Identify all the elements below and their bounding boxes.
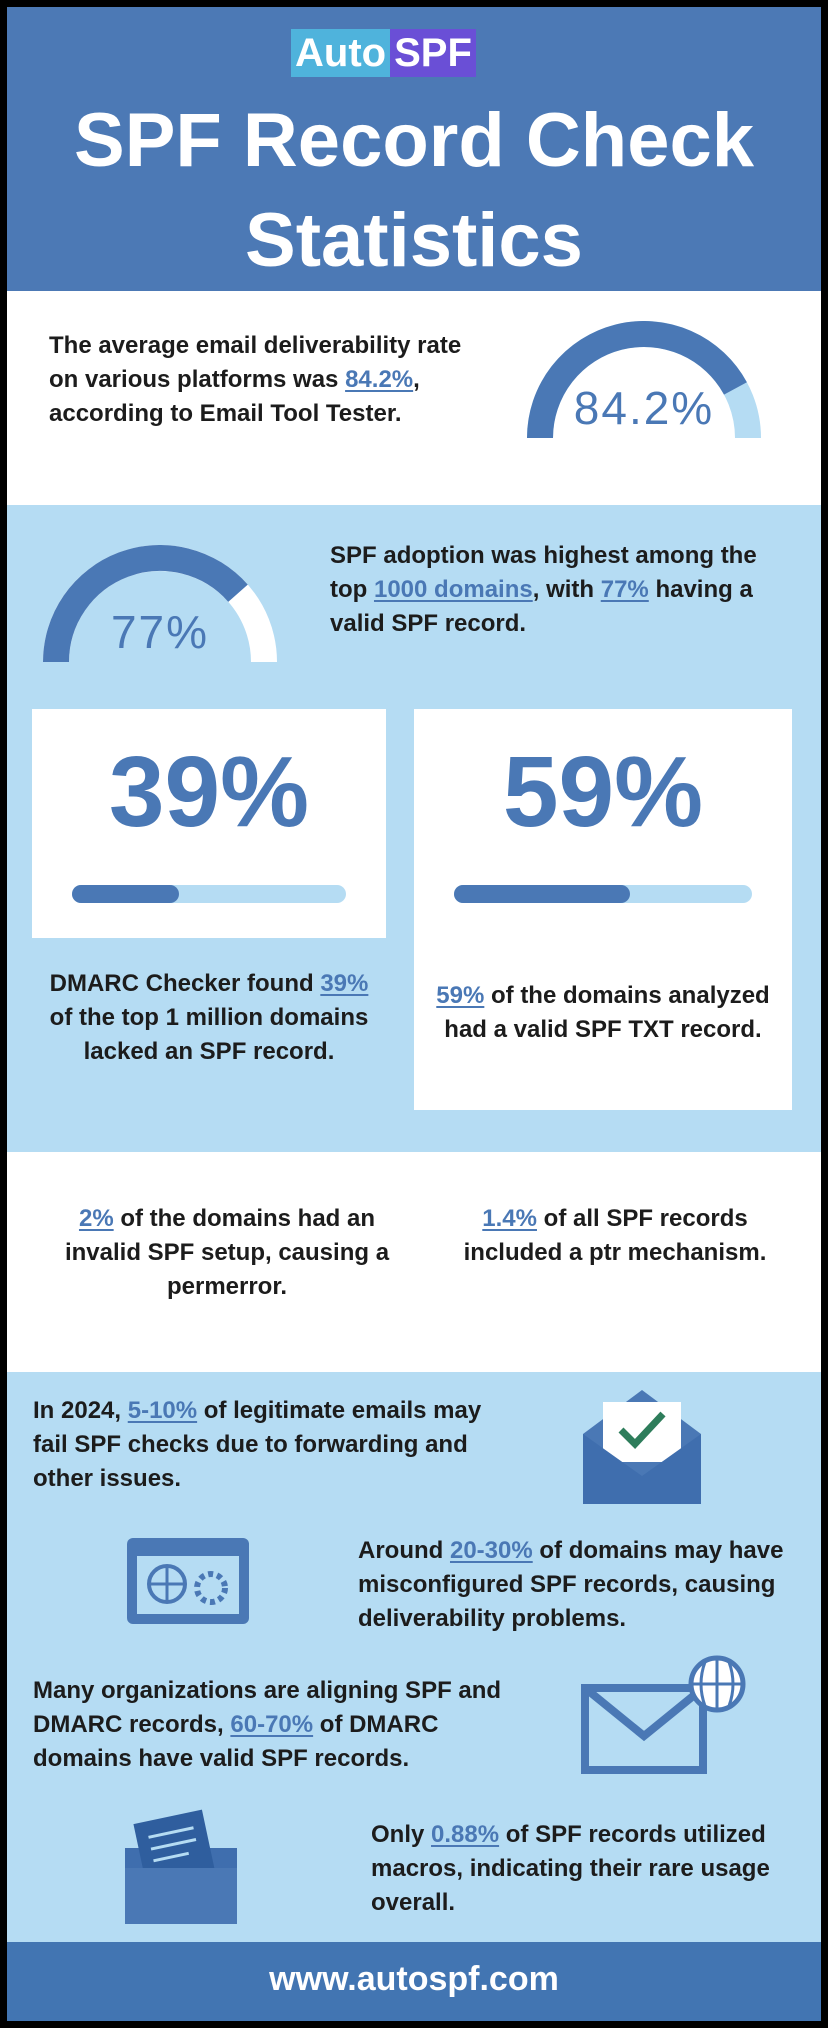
errors-section: 2% of the domains had an invalid SPF set… <box>7 1152 821 1372</box>
logo: Auto SPF <box>291 29 476 77</box>
error-text: 1.4% of all SPF records included a ptr m… <box>437 1202 793 1270</box>
progress-track <box>454 885 752 903</box>
highlight: 77% <box>600 576 649 603</box>
footer-url: www.autospf.com <box>269 1960 559 1998</box>
text: of domains may have misconfigured SPF re… <box>358 1537 784 1632</box>
header: Auto SPF SPF Record Check Statistics <box>7 7 821 291</box>
progress-fill <box>72 885 179 903</box>
envelope-globe-icon <box>581 1655 746 1774</box>
footer: www.autospf.com <box>7 1942 821 2021</box>
folder-icon <box>125 1809 237 1924</box>
text: Only <box>371 1821 432 1848</box>
intro-section: The average email deliverability rate on… <box>7 291 821 505</box>
highlight: 60-70% <box>230 1711 314 1738</box>
text: Many organizations are aligning SPF and … <box>33 1677 502 1738</box>
fact-text: In 2024, 5-10% of legitimate emails may … <box>33 1394 503 1496</box>
highlight: 5-10% <box>127 1397 198 1424</box>
text: of the top 1 million domains lacked an S… <box>49 1004 369 1065</box>
text: SPF adoption was highest among the top <box>330 542 757 603</box>
card: 59% of the domains analyzed had a valid … <box>414 709 792 1110</box>
gauge: 77% <box>43 545 277 663</box>
big-number: 39% <box>108 736 310 848</box>
logo-spf: SPF <box>390 29 476 77</box>
big-number: 59% <box>502 736 704 848</box>
gauge-label: 84.2% <box>574 382 714 434</box>
highlight: 39% <box>320 970 369 997</box>
text: of the domains had an invalid SPF setup,… <box>64 1205 390 1300</box>
gauge-fill <box>43 545 248 663</box>
intro-text: The average email deliverability rate on… <box>49 329 489 431</box>
highlight: 0.88% <box>431 1821 500 1848</box>
highlight: 1.4% <box>482 1205 537 1232</box>
text: The average email deliverability rate on… <box>49 332 462 393</box>
text: , with <box>532 576 601 603</box>
text: of all SPF records included a ptr mechan… <box>463 1205 767 1266</box>
gauge-label: 77% <box>111 606 209 658</box>
text: In 2024, <box>33 1397 128 1424</box>
progress-fill <box>454 885 630 903</box>
title: SPF Record Check Statistics <box>74 98 754 283</box>
progress-track <box>72 885 346 903</box>
highlight: 2% <box>78 1205 114 1232</box>
text: of legitimate emails may fail SPF checks… <box>33 1397 482 1492</box>
stats-section: 77% SPF adoption was highest among the t… <box>7 505 821 1152</box>
text: having a valid SPF record. <box>330 576 753 637</box>
fact-text: Around 20-30% of domains may have miscon… <box>358 1534 818 1636</box>
text: DMARC Checker found <box>49 970 321 997</box>
browser-icon <box>127 1538 249 1624</box>
error-text: 2% of the domains had an invalid SPF set… <box>47 1202 407 1304</box>
highlight: 84.2% <box>345 366 414 393</box>
highlight: 59% <box>436 982 485 1009</box>
card: 39% <box>32 709 386 938</box>
highlight: 20-30% <box>449 1537 533 1564</box>
highlight: 1000 domains <box>373 576 533 603</box>
text: Around <box>358 1537 450 1564</box>
card-text: DMARC Checker found 39% of the top 1 mil… <box>37 967 381 1069</box>
fact-text: Many organizations are aligning SPF and … <box>33 1674 503 1776</box>
card-text: 59% of the domains analyzed had a valid … <box>434 979 772 1047</box>
envelope-check-icon <box>583 1390 701 1504</box>
gauge-fill <box>527 321 747 439</box>
facts-section: In 2024, 5-10% of legitimate emails may … <box>7 1372 821 1942</box>
text: of DMARC domains have valid SPF records. <box>33 1711 439 1772</box>
fact-text: Only 0.88% of SPF records utilized macro… <box>371 1818 817 1920</box>
adoption-text: SPF adoption was highest among the top 1… <box>330 539 790 641</box>
text: , according to Email Tool Tester. <box>49 366 420 427</box>
text: of the domains analyzed had a valid SPF … <box>444 982 770 1043</box>
gauge: 84.2% <box>527 321 761 439</box>
logo-auto: Auto <box>291 29 391 77</box>
text: of SPF records utilized macros, indicati… <box>371 1821 770 1916</box>
